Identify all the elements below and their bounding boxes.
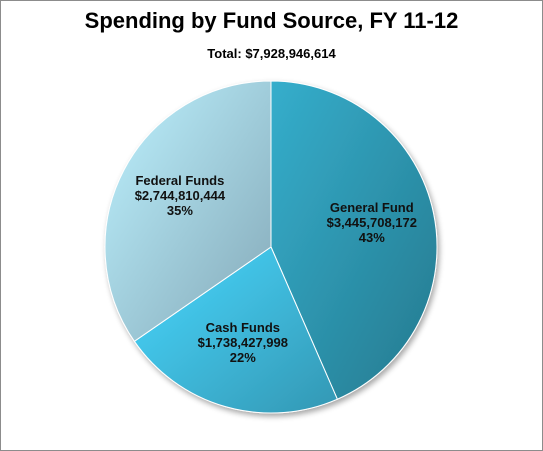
pie-slice-cash-funds bbox=[133, 246, 338, 414]
slice-amount: $3,445,708,172 bbox=[327, 215, 417, 230]
chart-title: Spending by Fund Source, FY 11-12 bbox=[84, 8, 459, 33]
slice-label-general-fund: General Fund $3,445,708,172 43% bbox=[327, 200, 417, 245]
slice-name: Cash Funds bbox=[206, 320, 280, 335]
slice-name: General Fund bbox=[330, 200, 414, 215]
slice-label-federal-funds: Federal Funds $2,744,810,444 35% bbox=[135, 173, 226, 218]
slice-percent: 43% bbox=[359, 230, 385, 245]
slice-amount: $1,738,427,998 bbox=[198, 335, 288, 350]
slice-percent: 22% bbox=[230, 350, 256, 365]
pie-slice-federal-funds bbox=[104, 80, 272, 343]
slice-percent: 35% bbox=[167, 203, 193, 218]
slice-amount: $2,744,810,444 bbox=[135, 188, 226, 203]
slice-label-cash-funds: Cash Funds $1,738,427,998 22% bbox=[198, 320, 288, 365]
slice-name: Federal Funds bbox=[135, 173, 224, 188]
pie-slice-general-fund bbox=[270, 80, 438, 400]
chart-subtitle: Total: $7,928,946,614 bbox=[207, 46, 336, 61]
